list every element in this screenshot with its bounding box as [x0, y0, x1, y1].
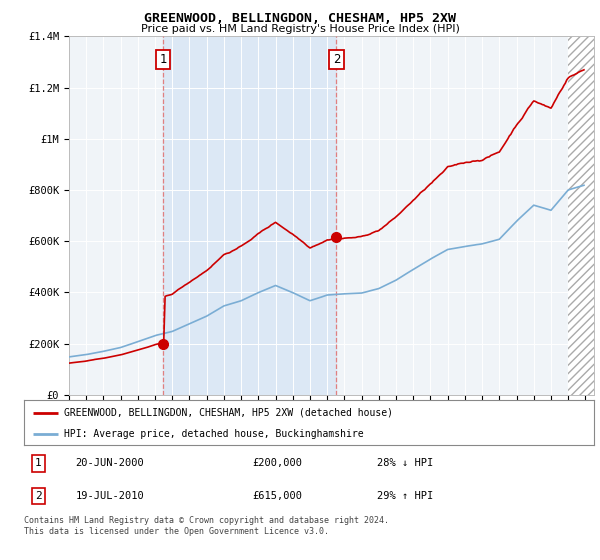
Text: Contains HM Land Registry data © Crown copyright and database right 2024.
This d: Contains HM Land Registry data © Crown c…: [24, 516, 389, 536]
Text: 1: 1: [160, 53, 167, 66]
Text: 20-JUN-2000: 20-JUN-2000: [76, 459, 144, 469]
Text: Price paid vs. HM Land Registry's House Price Index (HPI): Price paid vs. HM Land Registry's House …: [140, 24, 460, 34]
Text: GREENWOOD, BELLINGDON, CHESHAM, HP5 2XW: GREENWOOD, BELLINGDON, CHESHAM, HP5 2XW: [144, 12, 456, 25]
Text: 1: 1: [35, 459, 41, 469]
Bar: [568, 36, 594, 395]
Bar: [568, 36, 594, 395]
Text: 19-JUL-2010: 19-JUL-2010: [76, 491, 144, 501]
Text: 29% ↑ HPI: 29% ↑ HPI: [377, 491, 434, 501]
Text: £200,000: £200,000: [252, 459, 302, 469]
Text: £615,000: £615,000: [252, 491, 302, 501]
Bar: [163, 36, 337, 395]
Text: 2: 2: [333, 53, 340, 66]
Text: 2: 2: [35, 491, 41, 501]
Text: 28% ↓ HPI: 28% ↓ HPI: [377, 459, 434, 469]
Text: GREENWOOD, BELLINGDON, CHESHAM, HP5 2XW (detached house): GREENWOOD, BELLINGDON, CHESHAM, HP5 2XW …: [64, 408, 393, 418]
Text: HPI: Average price, detached house, Buckinghamshire: HPI: Average price, detached house, Buck…: [64, 429, 364, 439]
